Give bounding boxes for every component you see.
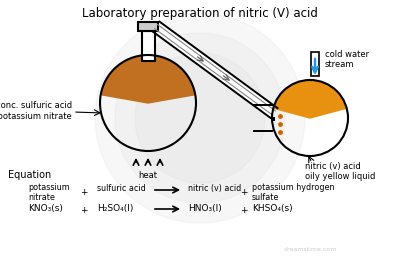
Text: nitric (v) acid
oily yellow liquid: nitric (v) acid oily yellow liquid [305, 162, 375, 182]
Text: +: + [80, 188, 88, 197]
Circle shape [135, 53, 265, 183]
Text: KHSO₄(s): KHSO₄(s) [252, 204, 293, 213]
Circle shape [95, 13, 305, 223]
Text: Equation: Equation [8, 170, 51, 180]
Wedge shape [102, 56, 194, 103]
Text: Laboratory preparation of nitric (V) acid: Laboratory preparation of nitric (V) aci… [82, 7, 318, 20]
Circle shape [115, 33, 285, 203]
Text: H₂SO₄(l): H₂SO₄(l) [97, 204, 133, 213]
Text: sulfuric acid: sulfuric acid [97, 184, 146, 193]
Polygon shape [152, 22, 278, 118]
Wedge shape [274, 81, 346, 118]
Bar [311, 52, 319, 76]
Text: +: + [240, 206, 248, 215]
Text: potassium
nitrate: potassium nitrate [28, 183, 70, 202]
Text: cold water
stream: cold water stream [325, 50, 369, 69]
Text: dreamstime.com: dreamstime.com [283, 247, 337, 252]
Text: heat: heat [138, 171, 158, 180]
Text: potassium hydrogen
sulfate: potassium hydrogen sulfate [252, 183, 334, 202]
Text: HNO₃(l): HNO₃(l) [188, 204, 222, 213]
Bar [142, 31, 154, 61]
Text: +: + [80, 206, 88, 215]
Bar [138, 22, 158, 31]
Text: KNO₃(s): KNO₃(s) [28, 204, 63, 213]
Text: nitric (v) acid: nitric (v) acid [188, 184, 241, 193]
Text: +: + [240, 188, 248, 197]
Text: conc. sulfuric acid
+ potassium nitrate: conc. sulfuric acid + potassium nitrate [0, 101, 72, 121]
